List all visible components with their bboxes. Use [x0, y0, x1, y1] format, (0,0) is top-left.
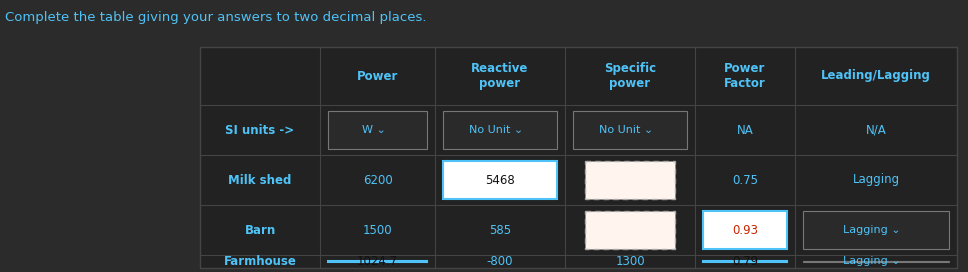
Text: Leading/Lagging: Leading/Lagging — [821, 70, 931, 82]
Text: Specific
power: Specific power — [604, 62, 656, 90]
Text: 1500: 1500 — [363, 224, 392, 236]
Text: 585: 585 — [489, 224, 511, 236]
Bar — [585, 211, 675, 249]
Text: Reactive
power: Reactive power — [471, 62, 529, 90]
Text: Farmhouse: Farmhouse — [224, 255, 296, 268]
Text: W ⌄: W ⌄ — [362, 125, 385, 135]
Text: 0.93: 0.93 — [732, 224, 758, 236]
Bar — [803, 261, 949, 262]
Text: Barn: Barn — [244, 224, 276, 236]
Text: Lagging ⌄: Lagging ⌄ — [843, 225, 901, 235]
Bar — [200, 47, 957, 268]
Bar — [328, 261, 427, 262]
Bar — [585, 161, 675, 199]
Text: 0.79: 0.79 — [732, 255, 758, 268]
Bar — [443, 161, 557, 199]
Text: Power: Power — [357, 70, 398, 82]
Bar — [328, 111, 427, 149]
Text: 1300: 1300 — [616, 255, 645, 268]
Text: NA: NA — [737, 123, 753, 137]
Text: 1024.7: 1024.7 — [357, 255, 398, 268]
Text: Complete the table giving your answers to two decimal places.: Complete the table giving your answers t… — [5, 11, 427, 24]
Bar — [443, 111, 557, 149]
Text: No Unit ⌄: No Unit ⌄ — [469, 125, 523, 135]
Text: 5468: 5468 — [485, 174, 515, 187]
Text: 6200: 6200 — [363, 174, 392, 187]
Text: Power
Factor: Power Factor — [724, 62, 766, 90]
Bar — [703, 261, 787, 262]
Text: 0.75: 0.75 — [732, 174, 758, 187]
Text: Lagging: Lagging — [853, 174, 899, 187]
Bar — [573, 111, 687, 149]
Text: N/A: N/A — [865, 123, 887, 137]
Text: No Unit ⌄: No Unit ⌄ — [599, 125, 653, 135]
Text: SI units ->: SI units -> — [226, 123, 294, 137]
Text: Lagging ⌄: Lagging ⌄ — [843, 256, 901, 267]
Bar — [703, 211, 787, 249]
Text: Milk shed: Milk shed — [228, 174, 291, 187]
Bar — [803, 211, 949, 249]
Text: -800: -800 — [487, 255, 513, 268]
